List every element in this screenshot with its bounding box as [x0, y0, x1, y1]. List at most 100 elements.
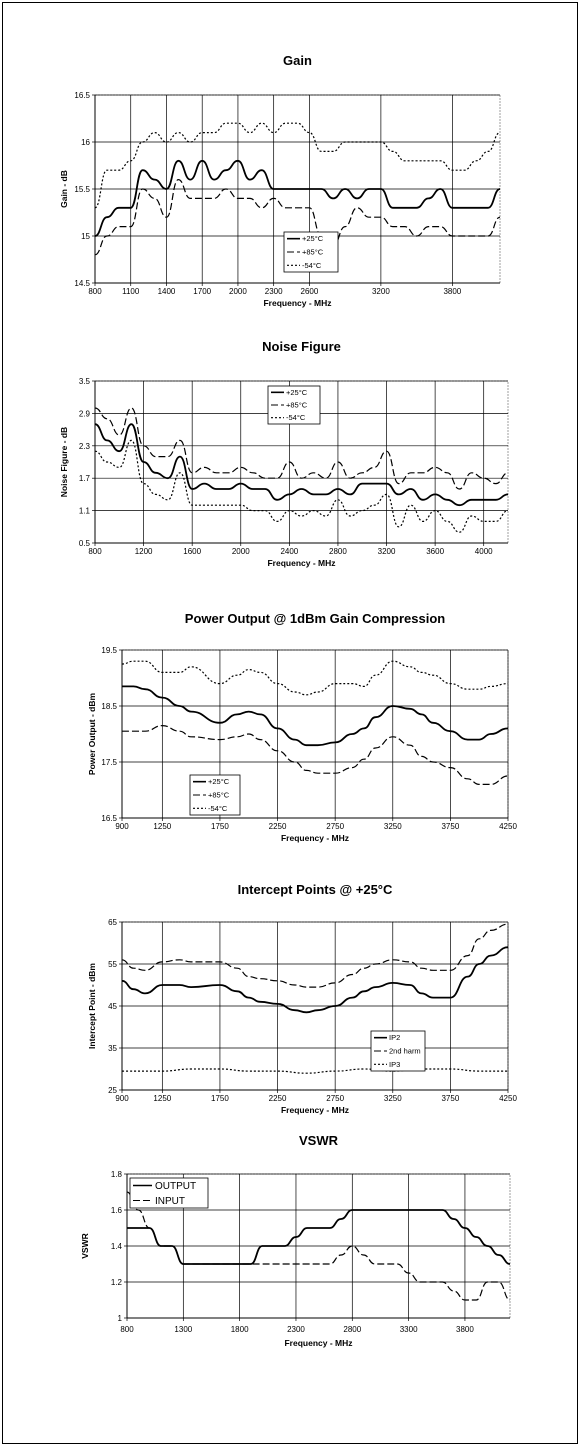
y-tick-label: 15: [81, 232, 90, 241]
x-tick-label: 2800: [343, 1325, 361, 1334]
x-tick-label: 2600: [301, 287, 319, 296]
series-line-54c: [94, 122, 501, 209]
x-tick-label: 1200: [135, 547, 153, 556]
y-tick-label: 1.4: [111, 1242, 123, 1251]
x-tick-label: 2250: [269, 1094, 287, 1103]
y-axis-label: VSWR: [80, 1233, 90, 1259]
series-line-54c: [94, 439, 509, 533]
x-tick-label: 1800: [231, 1325, 249, 1334]
series-line-2ndharm: [121, 923, 509, 988]
x-tick-label: 1600: [183, 547, 201, 556]
x-tick-label: 1250: [153, 822, 171, 831]
x-axis-label: Frequency - MHz: [281, 1105, 349, 1115]
legend-label: -54°C: [302, 261, 322, 270]
x-tick-label: 4250: [499, 1094, 517, 1103]
x-tick-label: 2300: [265, 287, 283, 296]
legend-label: +85°C: [286, 401, 308, 410]
series-line-25c: [94, 423, 509, 507]
legend-label: OUTPUT: [155, 1181, 196, 1192]
legend-label: 2nd harm: [389, 1047, 421, 1056]
y-axis-label: Power Output - dBm: [87, 692, 97, 775]
legend-label: +85°C: [302, 248, 324, 257]
x-tick-label: 3250: [384, 1094, 402, 1103]
x-axis-label: Frequency - MHz: [284, 1338, 352, 1348]
chart-title: Power Output @ 1dBm Gain Compression: [185, 611, 445, 626]
x-tick-label: 2750: [326, 822, 344, 831]
x-tick-label: 1400: [158, 287, 176, 296]
y-tick-label: 1.7: [79, 474, 91, 483]
x-tick-label: 1300: [174, 1325, 192, 1334]
series-line-ip3: [122, 1068, 508, 1074]
chart-title: Gain: [283, 53, 312, 68]
y-tick-label: 2.3: [79, 442, 91, 451]
chart-title: Intercept Points @ +25°C: [238, 882, 393, 897]
x-tick-label: 2300: [287, 1325, 305, 1334]
y-tick-label: 0.5: [79, 539, 91, 548]
x-axis-label: Frequency - MHz: [281, 833, 349, 843]
series-line-output: [126, 1209, 511, 1265]
y-tick-label: 2.9: [79, 409, 91, 418]
x-tick-label: 900: [115, 1094, 129, 1103]
x-tick-label: 3800: [443, 287, 461, 296]
x-tick-label: 800: [120, 1325, 134, 1334]
series-line-25c: [94, 159, 501, 237]
chart-3: Power Output @ 1dBm Gain Compression 16.5…: [87, 611, 517, 843]
x-tick-label: 1700: [193, 287, 211, 296]
chart-1: Gain 14.5 15 15.5 16 16.5 800 1100 1400 1700 2000 2…: [59, 53, 501, 308]
legend-label: +25°C: [286, 388, 308, 397]
y-axis-label: Noise Figure - dB: [59, 427, 69, 497]
series-line-54c: [121, 660, 509, 696]
x-tick-label: 1250: [153, 1094, 171, 1103]
y-tick-label: 19.5: [101, 646, 117, 655]
chart-5: VSWR 1 1.2 1.4 1.6 1.8 800 1300 1800 2300 2800 3300…: [80, 1133, 511, 1348]
y-tick-label: 18.5: [101, 702, 117, 711]
series-line-85c: [122, 724, 509, 786]
x-tick-label: 2000: [232, 547, 250, 556]
y-tick-label: 1: [118, 1314, 123, 1323]
x-tick-label: 2800: [329, 547, 347, 556]
legend-label: +25°C: [302, 234, 324, 243]
series-line-input: [126, 1191, 511, 1301]
y-axis-label: Intercept Point - dBm: [87, 963, 97, 1049]
legend-label: IP2: [389, 1033, 400, 1042]
x-tick-label: 2400: [280, 547, 298, 556]
x-tick-label: 3250: [384, 822, 402, 831]
x-tick-label: 3750: [441, 822, 459, 831]
x-tick-label: 800: [88, 547, 102, 556]
legend-label: IP3: [389, 1060, 400, 1069]
chart-title: VSWR: [299, 1133, 339, 1148]
legend-label: +25°C: [208, 777, 230, 786]
x-tick-label: 2000: [229, 287, 247, 296]
legend: +25°C +85°C -54°C: [267, 385, 321, 425]
x-tick-label: 3750: [441, 1094, 459, 1103]
y-tick-label: 15.5: [74, 185, 90, 194]
legend: +25°C +85°C -54°C: [283, 231, 339, 273]
y-tick-label: 16: [81, 138, 90, 147]
y-axis-label: Gain - dB: [59, 170, 69, 208]
series-line-85c: [94, 407, 509, 490]
y-tick-label: 65: [108, 918, 117, 927]
x-tick-label: 4250: [499, 822, 517, 831]
y-tick-label: 17.5: [101, 758, 117, 767]
y-tick-label: 16.5: [101, 814, 117, 823]
x-tick-label: 3600: [426, 547, 444, 556]
y-tick-label: 14.5: [74, 279, 90, 288]
x-axis-label: Frequency - MHz: [263, 298, 331, 308]
x-tick-label: 2250: [269, 822, 287, 831]
x-tick-label: 4000: [475, 547, 493, 556]
chart-title: Noise Figure: [262, 339, 341, 354]
x-axis-label: Frequency - MHz: [267, 558, 335, 568]
legend-label: INPUT: [155, 1196, 185, 1207]
x-tick-label: 1750: [211, 822, 229, 831]
y-tick-label: 16.5: [74, 91, 90, 100]
y-tick-label: 3.5: [79, 377, 91, 386]
x-tick-label: 3200: [372, 287, 390, 296]
y-tick-label: 1.6: [111, 1206, 123, 1215]
x-tick-label: 1100: [122, 287, 140, 296]
y-tick-label: 1.2: [111, 1278, 123, 1287]
chart-2: Noise Figure 0.5 1.1 1.7 2.3 2.9 3.5 800 1200 160…: [59, 339, 509, 568]
x-tick-label: 3200: [378, 547, 396, 556]
x-tick-label: 2750: [326, 1094, 344, 1103]
